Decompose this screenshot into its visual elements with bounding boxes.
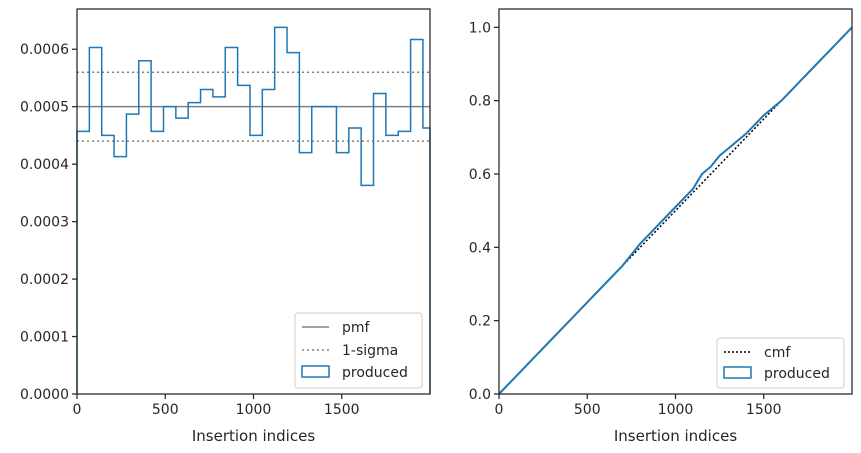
- cmf-legend: cmf produced: [716, 337, 845, 389]
- y-tick-label: 0.0005: [20, 100, 69, 116]
- y-tick-label: 0.0001: [20, 330, 69, 346]
- cmf-x-ticks: 0 500 1000 1500: [495, 394, 782, 418]
- pmf-legend: pmf 1-sigma produced: [294, 312, 423, 389]
- x-tick-label: 1500: [324, 402, 360, 418]
- pmf-axes-frame: [76, 8, 431, 395]
- y-tick-label: 0.0002: [20, 272, 69, 288]
- pmf-y-ticks: 0.0000 0.0001 0.0002 0.0003 0.0004 0.0005 0.00…: [20, 42, 77, 403]
- legend-sigma-label: 1-sigma: [342, 343, 398, 359]
- legend-produced-patch: [723, 366, 752, 379]
- cmf-x-axis-label: Insertion indices: [614, 427, 737, 445]
- pmf-x-axis-label: Insertion indices: [192, 427, 315, 445]
- y-tick-label: 0.8: [469, 94, 491, 110]
- x-tick-label: 1500: [746, 402, 782, 418]
- cmf-axes-frame: [498, 8, 853, 395]
- y-tick-label: 0.4: [469, 240, 491, 256]
- y-tick-label: 0.6: [469, 167, 491, 183]
- legend-cmf-label: cmf: [764, 345, 791, 361]
- legend-produced-label: produced: [764, 366, 830, 382]
- y-tick-label: 0.0006: [20, 42, 69, 58]
- cmf-plot-area: [498, 26, 853, 395]
- cmf-legend-box: [716, 337, 845, 389]
- pmf-plot-area: [76, 26, 431, 394]
- y-tick-label: 0.2: [469, 314, 491, 330]
- cmf-y-ticks: 0.0 0.2 0.4 0.6 0.8 1.0: [469, 20, 499, 403]
- y-tick-label: 0.0000: [20, 387, 69, 403]
- x-tick-label: 0: [495, 402, 504, 418]
- x-tick-label: 1000: [658, 402, 694, 418]
- produced-histogram-step: [76, 26, 431, 394]
- x-tick-label: 500: [152, 402, 179, 418]
- pmf-subplot: 0 500 1000 1500 0.00000.00010.00020.00030.0…: [20, 8, 431, 445]
- y-tick-label: 0.0003: [20, 215, 69, 231]
- y-tick-label: 0.0004: [20, 157, 69, 173]
- legend-produced-patch: [301, 365, 330, 378]
- legend-pmf-label: pmf: [342, 320, 371, 336]
- produced-cumulative-line: [498, 26, 853, 395]
- y-tick-label: 0.0: [469, 387, 491, 403]
- x-tick-label: 1000: [236, 402, 272, 418]
- y-tick-label: 1.0: [469, 20, 491, 36]
- cmf-subplot: 0 500 1000 1500 0.0 0.2 0.4 0.6 0.8 1.0 Insertio…: [469, 8, 853, 445]
- x-tick-label: 0: [73, 402, 82, 418]
- legend-produced-label: produced: [342, 365, 408, 381]
- x-tick-label: 500: [574, 402, 601, 418]
- pmf-legend-box: [294, 312, 423, 389]
- pmf-x-ticks: 0 500 1000 1500: [73, 394, 360, 418]
